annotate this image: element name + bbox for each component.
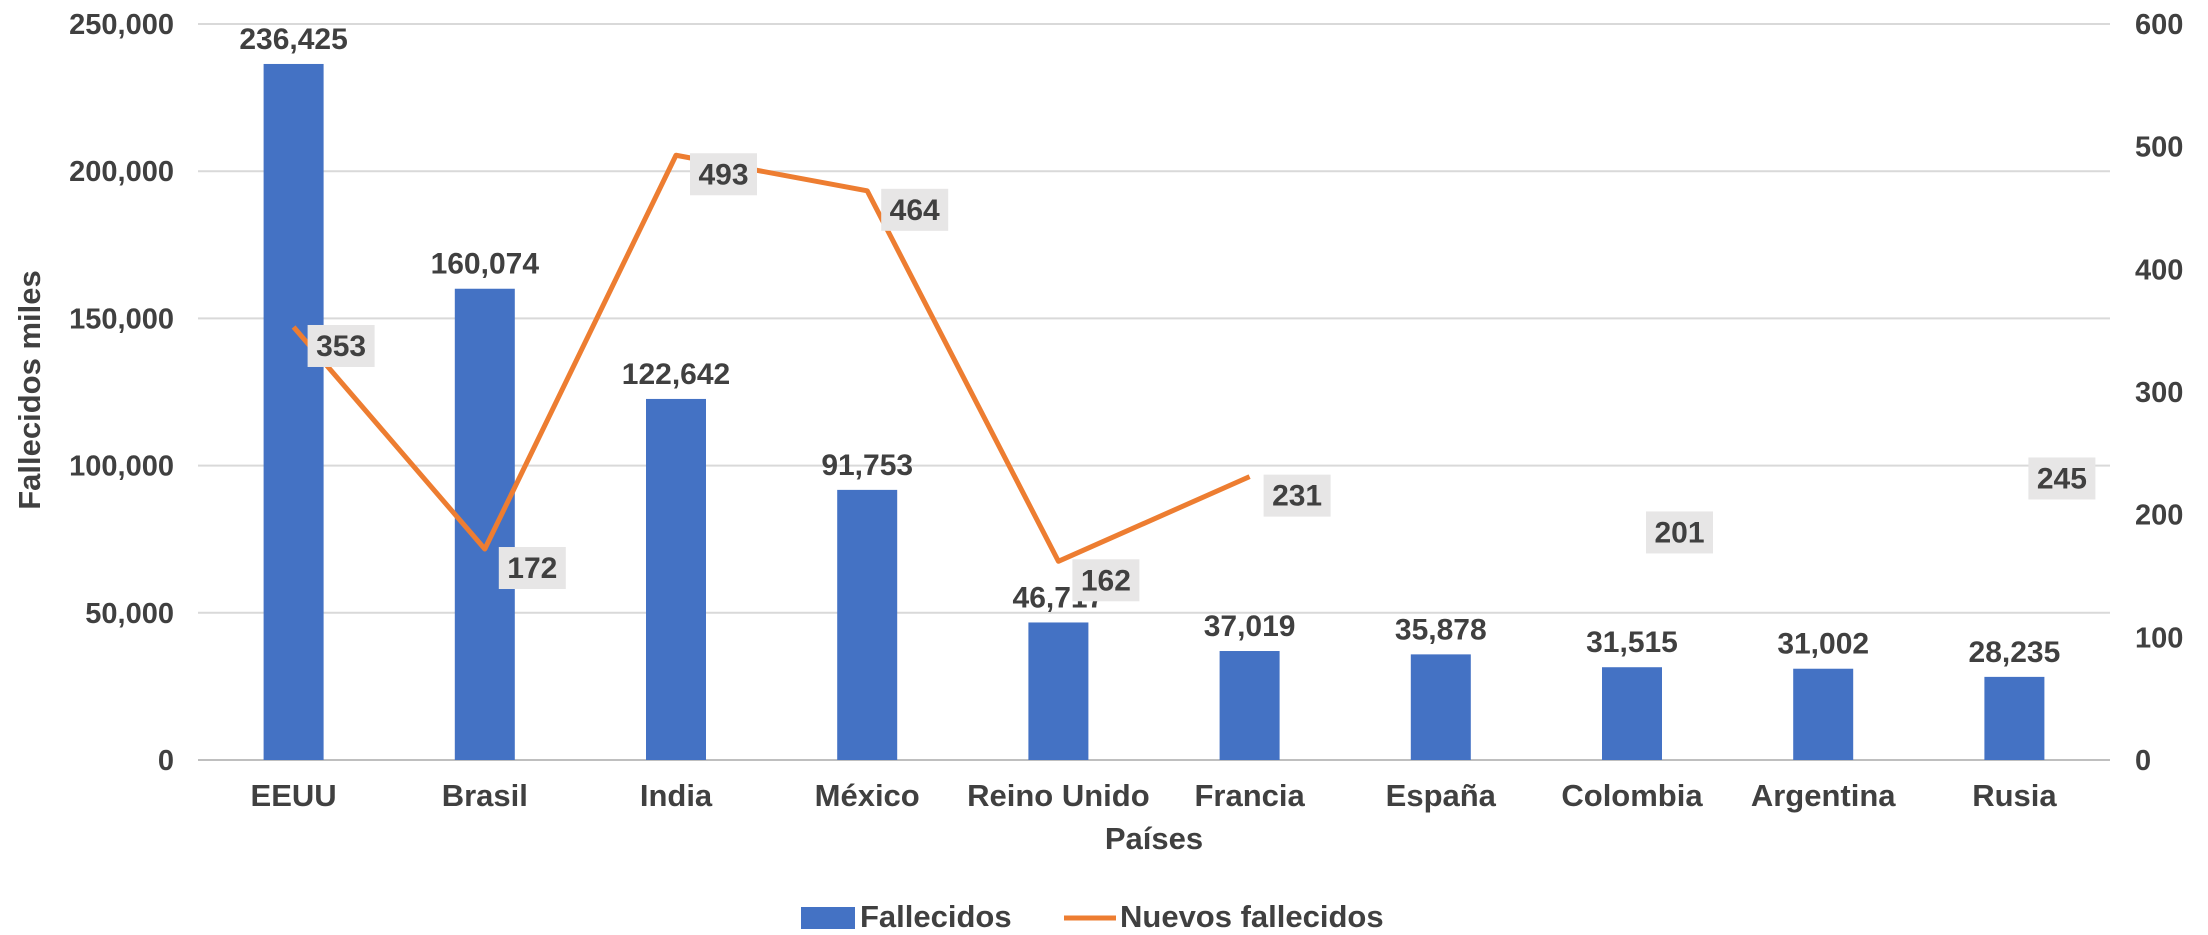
right-tick-label: 500 bbox=[2135, 132, 2183, 164]
line-data-label-box bbox=[307, 324, 375, 367]
category-label: México bbox=[815, 778, 920, 813]
line-data-label: 162 bbox=[1081, 564, 1131, 597]
right-tick-label: 600 bbox=[2135, 9, 2183, 41]
left-tick-label: 200,000 bbox=[69, 156, 174, 188]
line-data-label-box bbox=[690, 153, 757, 196]
bar bbox=[1602, 667, 1662, 760]
category-label: Francia bbox=[1194, 778, 1305, 813]
right-tick-label: 100 bbox=[2135, 622, 2183, 654]
bar-data-label: 31,515 bbox=[1586, 626, 1678, 659]
line-data-label: 493 bbox=[698, 158, 748, 191]
left-tick-label: 100,000 bbox=[69, 451, 174, 483]
line-data-label: 201 bbox=[1654, 516, 1704, 549]
bar bbox=[1793, 668, 1854, 760]
category-label: Reino Unido bbox=[967, 778, 1150, 813]
bar-data-label: 35,878 bbox=[1395, 613, 1487, 646]
bar-data-label: 122,642 bbox=[622, 358, 730, 391]
bar bbox=[1028, 622, 1089, 760]
line-data-label-box bbox=[1263, 474, 1331, 517]
category-label: India bbox=[640, 778, 713, 813]
category-label: Colombia bbox=[1561, 778, 1703, 813]
right-tick-label: 0 bbox=[2135, 745, 2151, 777]
bar-data-label: 31,002 bbox=[1777, 628, 1869, 661]
legend: Fallecidos Nuevos fallecidos bbox=[801, 899, 1384, 934]
right-axis: 0 100 200 300 400 500 600 bbox=[2135, 9, 2183, 777]
category-label: Brasil bbox=[442, 778, 528, 813]
line-data-label-box bbox=[2028, 457, 2096, 500]
right-tick-label: 200 bbox=[2135, 500, 2183, 532]
line-data-label-box bbox=[881, 188, 949, 231]
line-data-label-box bbox=[498, 547, 566, 590]
bar bbox=[263, 63, 324, 761]
bar-data-label: 236,425 bbox=[239, 23, 347, 56]
left-axis: 0 50,000 100,000 150,000 200,000 250,000 bbox=[69, 9, 174, 777]
left-tick-label: 150,000 bbox=[69, 303, 174, 335]
left-tick-label: 50,000 bbox=[85, 598, 174, 630]
bar-data-label: 37,019 bbox=[1204, 610, 1296, 643]
line-data-label: 464 bbox=[890, 194, 940, 227]
bar bbox=[837, 489, 898, 760]
y-axis-title: Fallecidos miles bbox=[12, 270, 47, 510]
bar-data-label: 28,235 bbox=[1969, 636, 2061, 669]
line-data-label: 231 bbox=[1272, 480, 1322, 513]
gridlines bbox=[198, 23, 2110, 761]
bar bbox=[1410, 654, 1471, 760]
legend-label-fallecidos: Fallecidos bbox=[860, 899, 1012, 930]
line-series-nuevos-fallecidos: 353 172 493 464 162 231 201 245 bbox=[294, 153, 2096, 602]
category-label: Argentina bbox=[1751, 778, 1896, 813]
left-tick-label: 0 bbox=[158, 745, 174, 777]
legend-label-nuevos-fallecidos: Nuevos fallecidos bbox=[1120, 899, 1384, 930]
category-label: España bbox=[1386, 778, 1497, 813]
legend-swatch-fallecidos bbox=[801, 907, 855, 929]
bar bbox=[1219, 651, 1280, 760]
line-data-label: 353 bbox=[316, 330, 366, 363]
line-data-label-box bbox=[1646, 511, 1713, 554]
x-axis-title: Países bbox=[1105, 821, 1203, 856]
bar bbox=[1984, 676, 2045, 760]
right-tick-label: 400 bbox=[2135, 254, 2183, 286]
bar-data-label: 160,074 bbox=[431, 248, 540, 281]
line-data-label: 245 bbox=[2037, 462, 2087, 495]
bar-data-label: 91,753 bbox=[821, 449, 913, 482]
bar bbox=[646, 398, 706, 760]
category-label: Rusia bbox=[1972, 778, 2057, 813]
left-tick-label: 250,000 bbox=[69, 9, 174, 41]
line-data-label-box bbox=[1072, 559, 1140, 602]
category-label: EEUU bbox=[251, 778, 337, 813]
line-path bbox=[294, 155, 2015, 561]
right-tick-label: 300 bbox=[2135, 377, 2183, 409]
line-data-label: 172 bbox=[507, 552, 557, 585]
category-axis: EEUU Brasil India México Reino Unido Francia E… bbox=[251, 778, 2058, 813]
